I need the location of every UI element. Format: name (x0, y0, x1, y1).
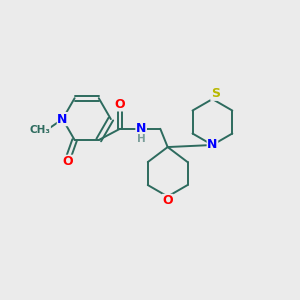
Text: N: N (136, 122, 146, 135)
Text: O: O (63, 155, 74, 168)
Text: CH₃: CH₃ (29, 125, 50, 135)
Text: O: O (115, 98, 125, 111)
Text: S: S (211, 87, 220, 100)
Text: O: O (162, 194, 173, 207)
Text: H: H (137, 134, 146, 144)
Text: N: N (207, 139, 218, 152)
Text: N: N (57, 112, 68, 126)
